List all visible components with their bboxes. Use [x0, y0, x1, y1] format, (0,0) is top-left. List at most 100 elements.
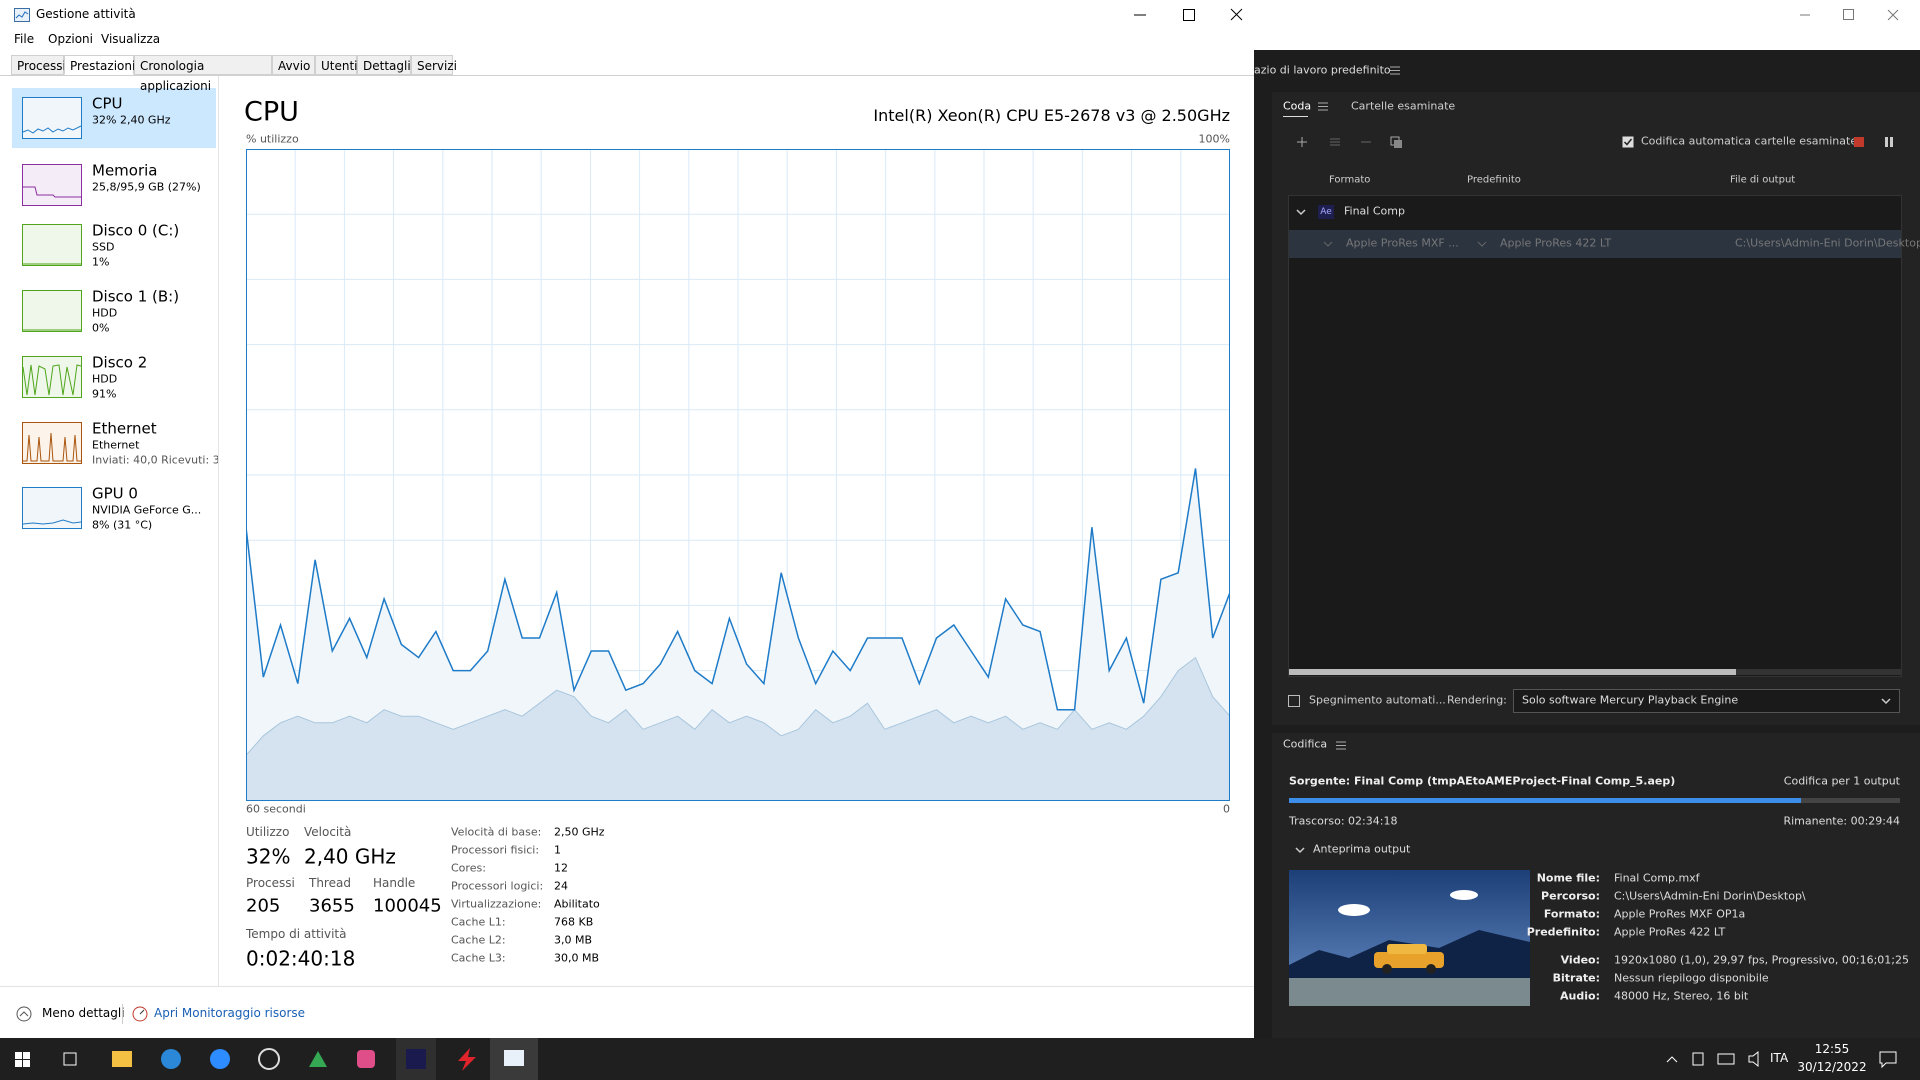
- stat-label: Processi: [246, 876, 295, 891]
- pause-button[interactable]: [1884, 136, 1894, 148]
- column-output[interactable]: File di output: [1730, 174, 1796, 186]
- spec-value: 30,0 MB: [554, 951, 600, 965]
- item-thumbnail[interactable]: [22, 97, 82, 139]
- thumbnail-frame: [22, 164, 82, 206]
- item-type[interactable]: HDD: [92, 372, 118, 386]
- rendering-dropdown[interactable]: [1513, 689, 1900, 713]
- tab[interactable]: Prestazioni: [64, 55, 135, 75]
- output-format[interactable]: Apple ProRes MXF ...: [1346, 236, 1459, 250]
- item-name[interactable]: Disco 0 (C:): [92, 221, 180, 240]
- tab[interactable]: Dettagli: [357, 55, 411, 75]
- item-name[interactable]: CPU: [92, 94, 123, 113]
- item-thumbnail[interactable]: [22, 356, 82, 398]
- thumbnail-frame: [22, 224, 82, 266]
- output-path[interactable]: C:\Users\Admin-Eni Dorin\Desktop: [1735, 236, 1920, 250]
- rendering-value[interactable]: Solo software Mercury Playback Engine: [1522, 693, 1739, 707]
- queue-tab[interactable]: Coda: [1283, 99, 1312, 113]
- column-format[interactable]: Formato: [1329, 174, 1371, 186]
- taskbar-icons[interactable]: [0, 1038, 540, 1080]
- collapse-icon[interactable]: [16, 1006, 32, 1022]
- encoding-outputs: Codifica per 1 output: [1783, 774, 1900, 788]
- item-name[interactable]: Memoria: [92, 161, 158, 180]
- graph-frame: [246, 149, 1230, 801]
- item-detail[interactable]: 91%: [92, 387, 117, 401]
- ame-window-controls[interactable]: [1784, 0, 1920, 30]
- taskbar: ITA 12:55 30/12/2022: [0, 1038, 1920, 1080]
- spec-label: Virtualizzazione:: [451, 897, 542, 911]
- item-name[interactable]: GPU 0: [92, 484, 138, 503]
- tab[interactable]: Servizi: [411, 55, 457, 75]
- window-controls[interactable]: [1120, 0, 1254, 30]
- stop-button[interactable]: [1854, 137, 1864, 147]
- encoding-tab[interactable]: Codifica: [1283, 737, 1328, 751]
- monitor-icon[interactable]: [132, 1006, 148, 1022]
- column-preset[interactable]: Predefinito: [1467, 174, 1521, 186]
- sidebar-divider: [218, 76, 219, 986]
- info-value: C:\Users\Admin-Eni Dorin\Desktop\: [1614, 889, 1806, 903]
- ae-badge: Ae: [1318, 205, 1334, 219]
- item-type[interactable]: NVIDIA GeForce G...: [92, 503, 202, 517]
- clock-time[interactable]: 12:55: [1814, 1042, 1850, 1057]
- output-preview: [1289, 870, 1530, 1006]
- item-detail[interactable]: 8% (31 °C): [92, 518, 153, 532]
- tab[interactable]: Utenti: [315, 55, 358, 75]
- preview-arrow[interactable]: [1294, 844, 1306, 856]
- dropdown-arrow[interactable]: [1880, 695, 1892, 707]
- tab[interactable]: Cronologia applicazioni: [134, 55, 272, 93]
- queue-toolbar[interactable]: [1294, 134, 1404, 150]
- item-thumbnail[interactable]: [22, 164, 82, 206]
- workspace-label[interactable]: azio di lavoro predefinito: [1254, 63, 1391, 77]
- item-detail[interactable]: 0%: [92, 321, 110, 335]
- encoding-menu[interactable]: [1336, 741, 1346, 750]
- queue-menu[interactable]: [1318, 102, 1328, 111]
- clock-date[interactable]: 30/12/2022: [1797, 1060, 1867, 1075]
- less-details[interactable]: Meno dettagli: [42, 1006, 125, 1021]
- item-name[interactable]: Disco 1 (B:): [92, 287, 180, 306]
- item-thumbnail[interactable]: [22, 487, 82, 529]
- tab[interactable]: Avvio: [272, 55, 315, 75]
- preview-toggle[interactable]: Anteprima output: [1313, 842, 1411, 856]
- item-detail[interactable]: Inviati: 40,0 Ricevuti: 32: [92, 454, 218, 467]
- resource-monitor-link[interactable]: Apri Monitoraggio risorse: [154, 1006, 306, 1021]
- auto-encode-checkbox[interactable]: [1622, 136, 1634, 148]
- item-type[interactable]: HDD: [92, 306, 118, 320]
- watch-tab[interactable]: Cartelle esaminate: [1351, 99, 1456, 113]
- notifications[interactable]: [1878, 1049, 1898, 1069]
- tab[interactable]: Processi: [11, 55, 66, 75]
- item-thumbnail[interactable]: [22, 290, 82, 332]
- spec-label: Processori fisici:: [451, 843, 540, 857]
- item-thumbnail[interactable]: [22, 422, 82, 464]
- item-detail[interactable]: 25,8/95,9 GB (27%): [92, 180, 201, 194]
- item-name[interactable]: Disco 2: [92, 353, 148, 372]
- workspace-menu[interactable]: [1390, 66, 1400, 75]
- expand-arrow[interactable]: [1295, 206, 1307, 218]
- kernel-area: [246, 656, 1230, 801]
- info-value: Apple ProRes 422 LT: [1614, 925, 1726, 939]
- item-detail[interactable]: 1%: [92, 255, 110, 269]
- item-type[interactable]: Ethernet: [92, 438, 140, 452]
- spec-value: 1: [554, 843, 561, 857]
- stat-label: Thread: [309, 876, 351, 891]
- spec-value: 24: [554, 879, 568, 893]
- item-name[interactable]: Ethernet: [92, 419, 157, 438]
- menu-item[interactable]: File: [14, 32, 35, 47]
- input-language[interactable]: ITA: [1770, 1051, 1789, 1066]
- rendering-label: Rendering:: [1447, 693, 1507, 707]
- shutdown-label[interactable]: Spegnimento automati...: [1309, 693, 1446, 707]
- menu-item[interactable]: Opzioni: [48, 32, 93, 47]
- queue-item[interactable]: Final Comp: [1344, 204, 1405, 218]
- menu-item[interactable]: Visualizza: [101, 32, 161, 47]
- tray-icons[interactable]: [1664, 1048, 1774, 1070]
- thumbnail-trace: [22, 125, 82, 134]
- progress-fill: [1289, 798, 1801, 803]
- output-preset[interactable]: Apple ProRes 422 LT: [1500, 236, 1612, 250]
- item-type[interactable]: SSD: [92, 240, 115, 254]
- output-row[interactable]: [1289, 230, 1901, 258]
- stat-label: Handle: [373, 876, 416, 891]
- item-thumbnail[interactable]: [22, 224, 82, 266]
- scrollbar-thumb[interactable]: [1289, 669, 1736, 675]
- item-detail[interactable]: 32% 2,40 GHz: [92, 113, 171, 127]
- auto-encode-label[interactable]: Codifica automatica cartelle esaminate: [1641, 134, 1858, 148]
- shutdown-checkbox[interactable]: [1288, 695, 1300, 707]
- row-dropdowns[interactable]: [1322, 238, 1502, 250]
